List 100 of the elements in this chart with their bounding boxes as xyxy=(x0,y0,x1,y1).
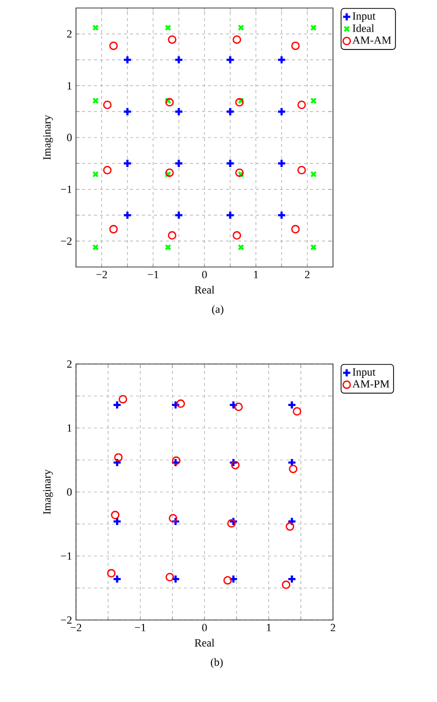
y-tick-label: −1 xyxy=(60,552,72,560)
x-tick-label: 2 xyxy=(305,270,310,278)
y-tick-label: −2 xyxy=(60,237,72,245)
y-tick-label: −1 xyxy=(60,186,72,193)
point xyxy=(103,166,112,174)
point xyxy=(238,97,244,104)
point xyxy=(276,210,286,220)
point xyxy=(228,458,238,468)
point xyxy=(107,569,116,578)
point xyxy=(226,210,235,220)
y-tick-label: 0 xyxy=(67,134,72,142)
point xyxy=(166,572,174,582)
point xyxy=(238,24,244,31)
point xyxy=(170,400,180,410)
text: (b) xyxy=(210,658,223,668)
point xyxy=(226,106,235,116)
point xyxy=(276,106,286,116)
point xyxy=(235,98,244,107)
point xyxy=(291,224,300,234)
point xyxy=(287,458,297,468)
y-tick-label: 1 xyxy=(68,82,72,90)
y-tick-label: 1 xyxy=(68,424,72,432)
point xyxy=(297,100,306,110)
point xyxy=(174,158,184,168)
point xyxy=(112,458,122,468)
y-axis-title: Imaginary xyxy=(43,114,53,160)
point xyxy=(164,171,172,178)
point xyxy=(234,402,243,412)
point xyxy=(227,519,236,528)
point xyxy=(223,576,232,585)
point xyxy=(282,580,290,590)
point xyxy=(118,394,128,404)
point xyxy=(228,400,238,410)
point xyxy=(297,166,306,174)
point xyxy=(112,516,122,526)
point xyxy=(92,244,99,251)
point xyxy=(170,458,180,468)
point xyxy=(310,171,317,178)
text: (a) xyxy=(212,305,224,316)
point xyxy=(235,168,244,177)
point xyxy=(92,24,99,31)
legend-label: Input xyxy=(352,12,376,22)
x-tick-label: 0 xyxy=(202,624,207,632)
point xyxy=(310,244,317,251)
point xyxy=(168,514,178,522)
point xyxy=(287,516,297,526)
x-tick-label: 1 xyxy=(254,270,258,278)
point xyxy=(165,168,174,177)
point xyxy=(174,106,184,116)
point xyxy=(238,171,244,178)
point xyxy=(310,24,317,31)
legend-label: AM-PM xyxy=(352,380,390,388)
point xyxy=(286,522,294,531)
point xyxy=(174,55,184,64)
y-tick-label: 2 xyxy=(67,30,72,38)
point xyxy=(92,97,99,104)
point xyxy=(276,55,286,64)
point xyxy=(292,407,302,416)
y-axis-title: Imaginary xyxy=(43,469,53,514)
point xyxy=(165,98,174,107)
point xyxy=(122,210,132,220)
point xyxy=(112,400,122,410)
y-tick-label: 2 xyxy=(67,360,72,368)
point xyxy=(287,400,297,410)
point xyxy=(238,244,244,251)
y-tick-label: −2 xyxy=(60,616,72,624)
legend-label: AM-AM xyxy=(352,36,392,44)
point xyxy=(291,42,300,50)
point xyxy=(122,106,132,116)
point xyxy=(122,158,132,168)
x-tick-label: −2 xyxy=(96,270,107,278)
point xyxy=(164,97,172,104)
point xyxy=(109,42,118,50)
point xyxy=(228,516,238,526)
x-tick-label: −1 xyxy=(148,270,158,278)
point xyxy=(172,456,180,465)
point xyxy=(114,453,123,462)
x-tick-label: 1 xyxy=(266,624,271,632)
point xyxy=(122,55,132,64)
point xyxy=(170,516,180,526)
point xyxy=(226,158,235,168)
point xyxy=(288,464,298,474)
x-tick-label: 0 xyxy=(202,270,207,278)
point xyxy=(168,35,176,44)
point xyxy=(110,510,120,520)
point xyxy=(276,158,286,168)
x-tick-label: −1 xyxy=(134,624,146,632)
point xyxy=(310,97,317,104)
point xyxy=(232,35,242,44)
point xyxy=(170,574,180,584)
legend-label: Ideal xyxy=(352,24,374,32)
point xyxy=(164,244,172,251)
point xyxy=(103,100,112,110)
point xyxy=(92,171,99,178)
x-axis-title: Real xyxy=(194,638,214,647)
point xyxy=(112,574,122,584)
point xyxy=(228,574,238,584)
point xyxy=(164,24,172,31)
point xyxy=(231,460,240,470)
x-tick-label: 2 xyxy=(330,624,336,632)
